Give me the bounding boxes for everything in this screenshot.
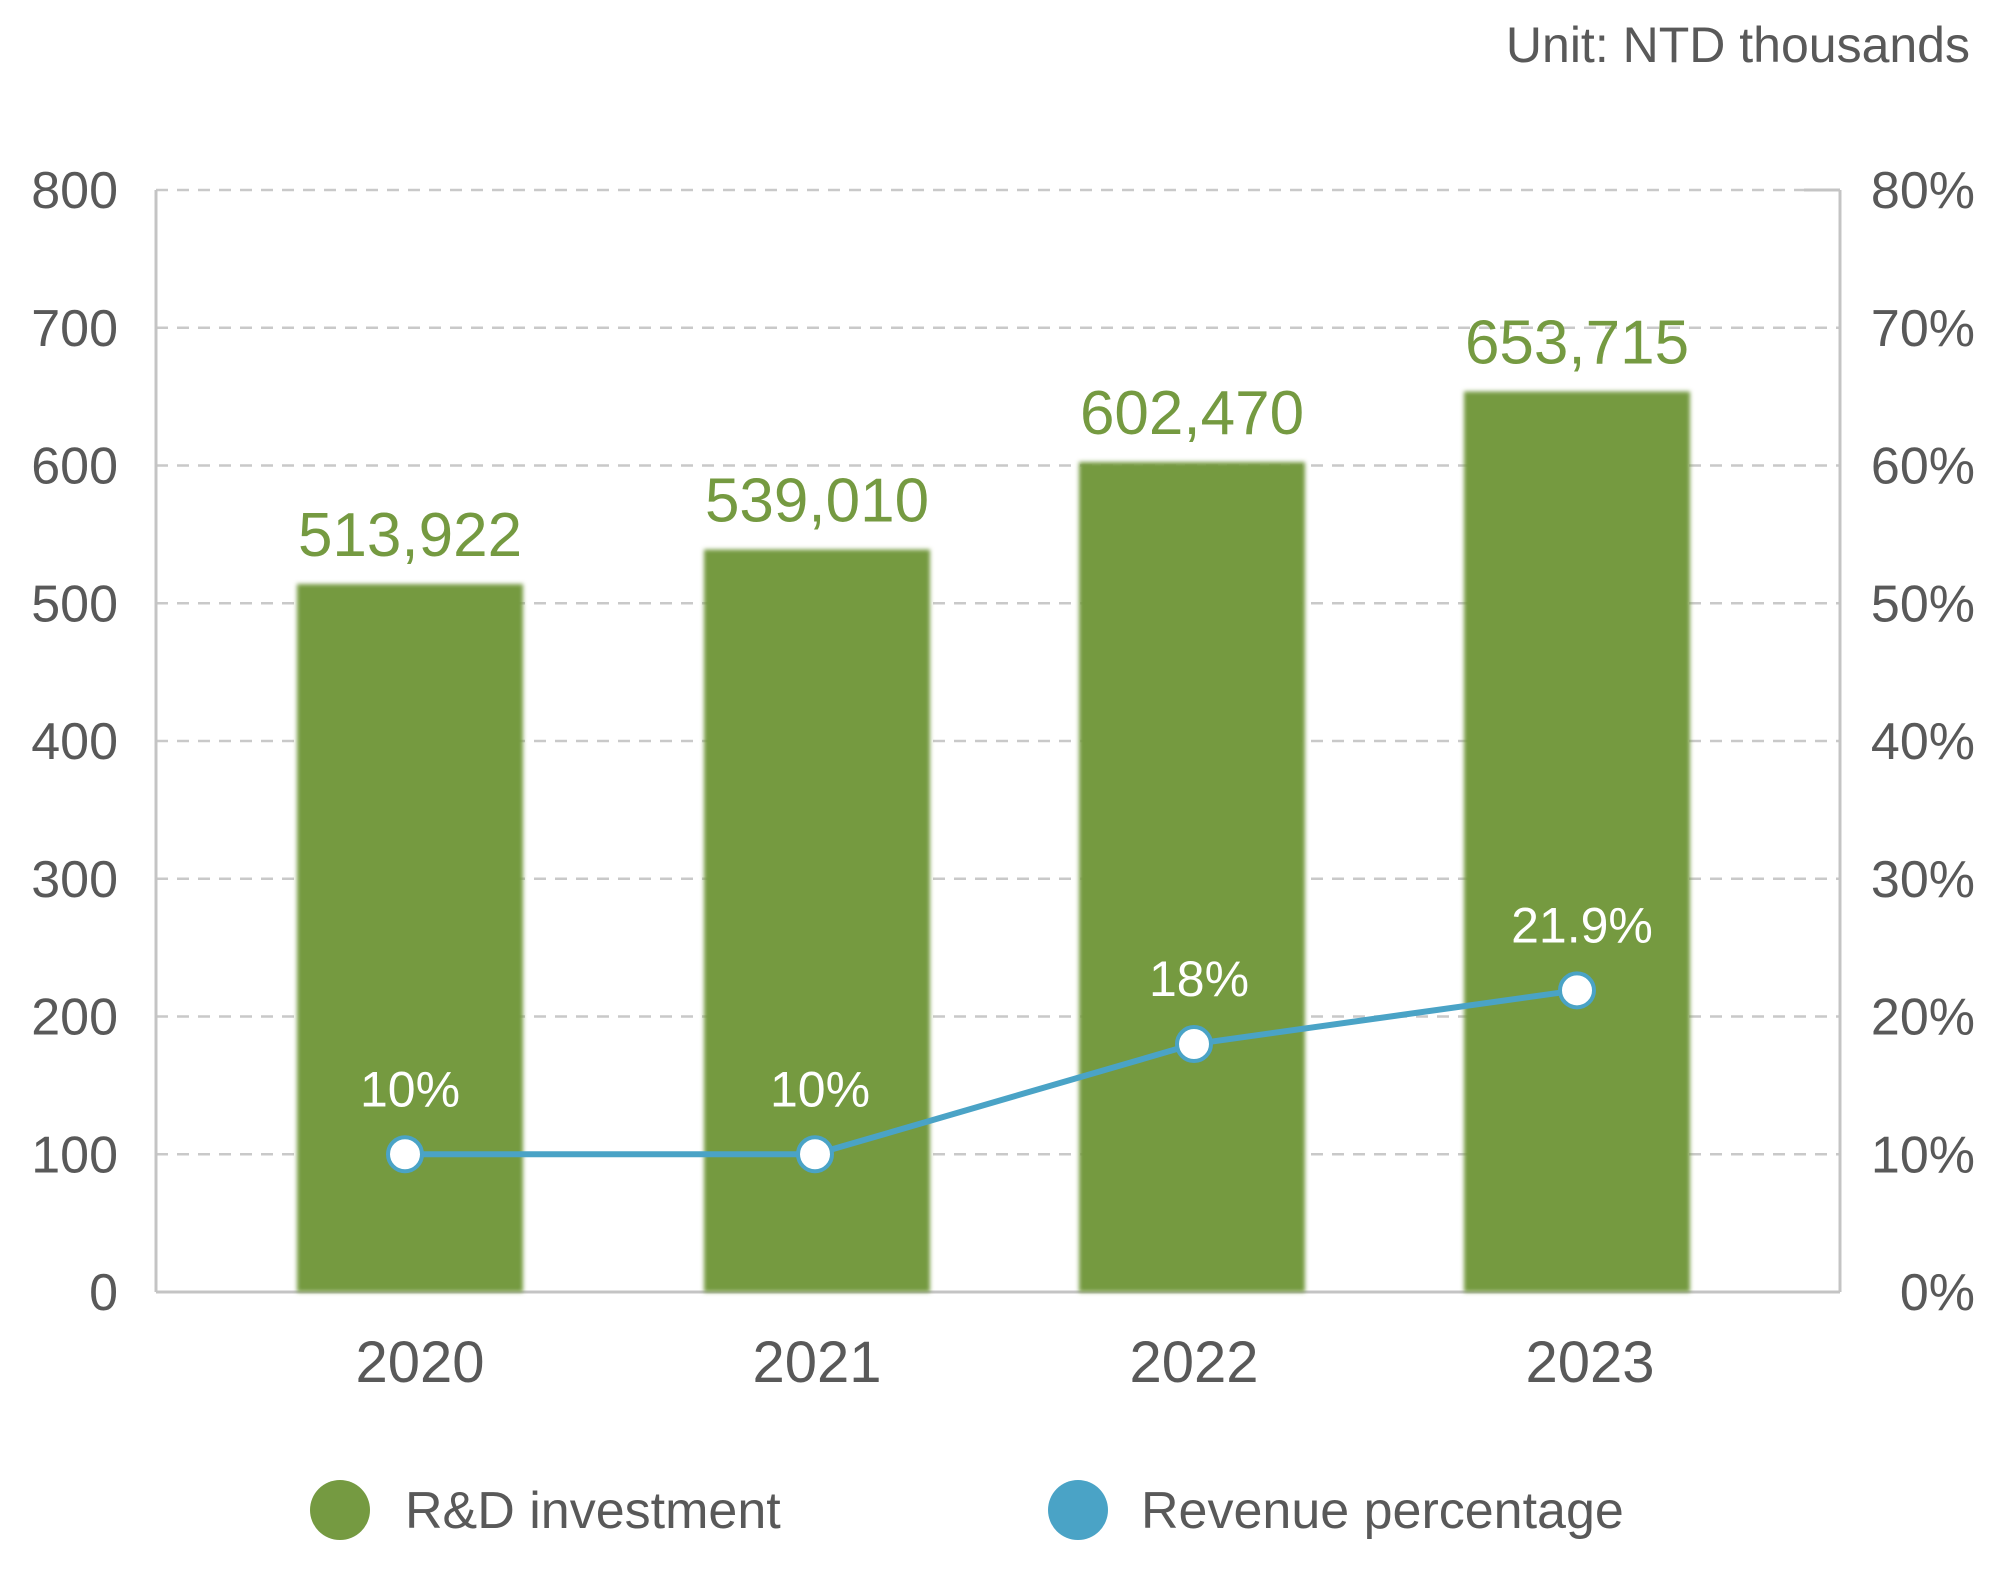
revenue-percentage-line [405, 987, 1578, 1158]
bar-2022 [1079, 462, 1305, 1293]
bars [297, 391, 1690, 1293]
line-series: 10% 10% 18% 21.9% [360, 897, 1653, 1174]
legend: R&D investment Revenue percentage [310, 1480, 1624, 1540]
bar-value-label: 513,922 [298, 501, 522, 570]
right-tick-label: 60% [1871, 438, 1975, 496]
line-value-label: 18% [1149, 951, 1249, 1007]
category-label: 2023 [1525, 1330, 1654, 1395]
right-tick-label: 50% [1871, 575, 1975, 633]
bar-2021 [704, 549, 930, 1292]
bar-2020 [297, 584, 523, 1292]
right-tick-label: 80% [1871, 162, 1975, 220]
category-label: 2021 [752, 1330, 881, 1395]
left-tick-label: 700 [31, 300, 118, 358]
left-tick-label: 600 [31, 438, 118, 496]
line-value-label: 21.9% [1511, 897, 1653, 953]
left-tick-label: 100 [31, 1126, 118, 1184]
right-tick-label: 30% [1871, 851, 1975, 909]
right-tick-label: 40% [1871, 713, 1975, 771]
left-tick-label: 300 [31, 851, 118, 909]
bar-2023 [1464, 391, 1690, 1293]
line-point-2023 [1558, 971, 1596, 1010]
left-tick-label: 0 [89, 1264, 118, 1322]
category-label: 2022 [1129, 1330, 1258, 1395]
left-tick-label: 800 [31, 162, 118, 220]
bar-value-label: 602,470 [1080, 379, 1304, 448]
bar-value-labels: 513,922 539,010 602,470 653,715 [298, 309, 1689, 571]
category-labels: 2020 2021 2022 2023 [355, 1330, 1654, 1395]
left-tick-label: 200 [31, 989, 118, 1047]
left-tick-label: 500 [31, 575, 118, 633]
category-label: 2020 [355, 1330, 484, 1395]
left-axis-ticks: 0 100 200 300 400 500 600 700 800 [31, 162, 118, 1322]
line-point-2020 [386, 1135, 424, 1174]
line-value-label: 10% [360, 1061, 460, 1117]
legend-marker-rev [1048, 1480, 1108, 1540]
right-tick-label: 10% [1871, 1126, 1975, 1184]
right-axis-ticks: 0% 10% 20% 30% 40% 50% 60% 70% 80% [1871, 162, 1975, 1322]
line-point-2022 [1175, 1025, 1213, 1064]
right-tick-label: 20% [1871, 989, 1975, 1047]
right-tick-label: 70% [1871, 300, 1975, 358]
right-tick-label: 0% [1900, 1264, 1975, 1322]
line-value-label: 10% [770, 1061, 870, 1117]
unit-label: Unit: NTD thousands [1506, 17, 1970, 73]
line-point-2021 [796, 1135, 834, 1174]
left-tick-label: 400 [31, 713, 118, 771]
legend-label-rev: Revenue percentage [1141, 1482, 1624, 1540]
legend-marker-rd [310, 1480, 370, 1540]
bar-value-label: 539,010 [705, 467, 929, 536]
bar-value-label: 653,715 [1465, 309, 1689, 378]
legend-label-rd: R&D investment [405, 1482, 781, 1540]
